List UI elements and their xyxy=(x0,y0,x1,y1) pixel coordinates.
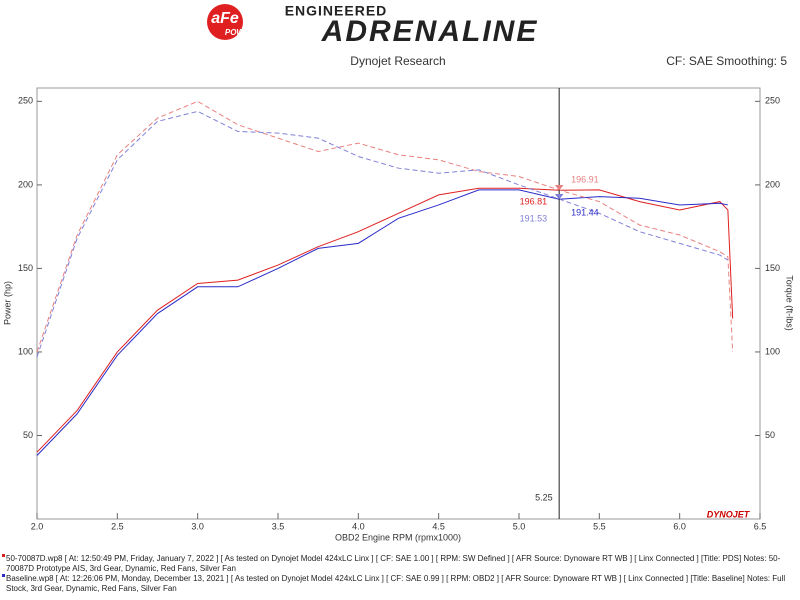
x-tick-label: 4.0 xyxy=(352,521,365,531)
x-tick-label: 5.0 xyxy=(513,521,526,531)
y-tick-label: 150 xyxy=(18,263,33,273)
notes: 50-70087D.wp8 [ At: 12:50:49 PM, Friday,… xyxy=(2,554,796,594)
x-tick-label: 3.0 xyxy=(191,521,204,531)
x-tick-label: 6.5 xyxy=(754,521,767,531)
x-tick-label: 6.0 xyxy=(673,521,686,531)
series-line xyxy=(36,110,729,358)
series-line xyxy=(36,187,734,453)
logo-main: aFe xyxy=(211,10,239,27)
cursor-marker xyxy=(555,185,564,191)
cursor-value: 196.91 xyxy=(571,174,599,184)
cursor-marker xyxy=(555,194,564,200)
series-line xyxy=(36,189,728,456)
y2-axis-title: Torque (ft-lbs) xyxy=(785,275,795,331)
y2-tick-label: 250 xyxy=(765,96,780,106)
x-axis-title: OBD2 Engine RPM (rpmx1000) xyxy=(335,532,461,542)
brand-main: ADRENALINE xyxy=(321,15,539,48)
x-tick-label: 2.5 xyxy=(111,521,124,531)
cursor-value: 191.53 xyxy=(520,213,548,223)
note-marker xyxy=(2,554,5,557)
note-text: 50-70087D.wp8 [ At: 12:50:49 PM, Friday,… xyxy=(6,554,781,573)
x-tick-label: 2.0 xyxy=(31,521,44,531)
y-tick-label: 250 xyxy=(18,96,33,106)
plot-area xyxy=(36,87,761,520)
y-tick-label: 200 xyxy=(18,179,33,189)
y-tick-label: 100 xyxy=(18,346,33,356)
brand-top: ENGINEERED xyxy=(285,3,388,19)
logo-badge xyxy=(207,4,243,40)
watermark: DYNOJET xyxy=(707,509,751,519)
cursor-label: 5.25 xyxy=(535,492,553,502)
note: Baseline.wp8 [ At: 12:26:06 PM, Monday, … xyxy=(2,574,796,594)
series-line xyxy=(36,100,734,353)
x-tick-label: 4.5 xyxy=(432,521,445,531)
cursor-value: 196.81 xyxy=(520,197,548,207)
y2-tick-label: 200 xyxy=(765,179,780,189)
x-tick-label: 3.5 xyxy=(272,521,285,531)
y2-tick-label: 50 xyxy=(765,430,775,440)
y2-tick-label: 100 xyxy=(765,346,780,356)
x-tick-label: 5.5 xyxy=(593,521,606,531)
y-axis-title: Power (hp) xyxy=(2,281,12,325)
header-left: Dynojet Research xyxy=(350,54,445,68)
note: 50-70087D.wp8 [ At: 12:50:49 PM, Friday,… xyxy=(2,554,796,574)
note-text: Baseline.wp8 [ At: 12:26:06 PM, Monday, … xyxy=(6,574,786,593)
logo-sub: POWER xyxy=(225,28,255,37)
y2-tick-label: 150 xyxy=(765,263,780,273)
cursor-value: 191.44 xyxy=(571,208,599,218)
header-right: CF: SAE Smoothing: 5 xyxy=(666,54,787,68)
y-tick-label: 50 xyxy=(23,430,33,440)
note-marker xyxy=(2,574,5,577)
chart: aFe POWER ENGINEERED ADRENALINE Dynojet … xyxy=(2,3,795,543)
